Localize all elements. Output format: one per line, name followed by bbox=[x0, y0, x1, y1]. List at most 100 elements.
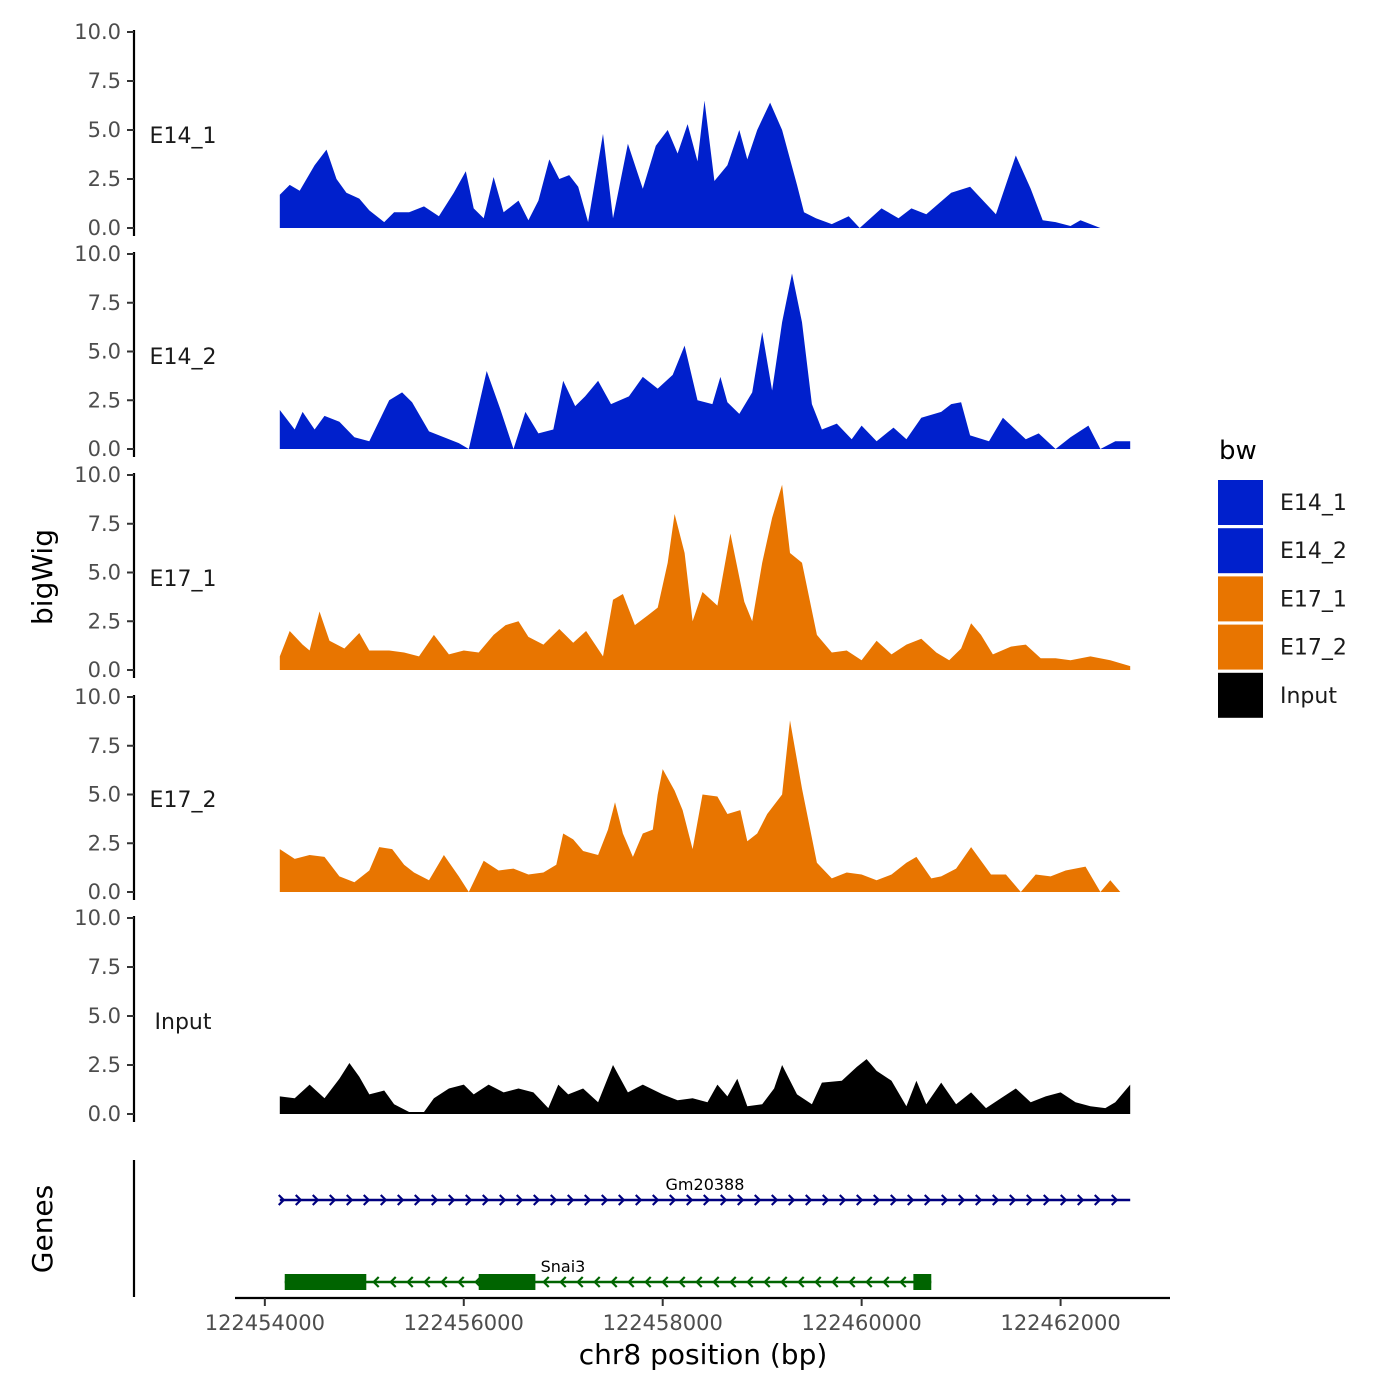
strand-chevron bbox=[702, 1194, 711, 1206]
strand-chevron bbox=[549, 1194, 558, 1206]
strand-chevron bbox=[1076, 1194, 1085, 1206]
strand-chevron bbox=[423, 1276, 431, 1288]
strand-chevron bbox=[865, 1276, 873, 1288]
x-tick-label: 122456000 bbox=[404, 1311, 524, 1335]
strand-chevron bbox=[464, 1194, 473, 1206]
strand-chevron bbox=[974, 1194, 983, 1206]
track-Input: 0.0 2.5 5.0 7.5 10.0 Input bbox=[74, 906, 1131, 1126]
gene-Gm20388: Gm20388 bbox=[277, 1175, 1131, 1206]
strand-chevron bbox=[831, 1276, 839, 1288]
y-tick-label: 10.0 bbox=[74, 463, 121, 487]
strand-chevron bbox=[1059, 1194, 1068, 1206]
legend-label: Input bbox=[1280, 684, 1337, 709]
strand-chevron bbox=[277, 1194, 286, 1206]
strand-chevron bbox=[1025, 1194, 1034, 1206]
gene-Snai3: Snai3 bbox=[284, 1257, 932, 1290]
track-label: E14_1 bbox=[150, 124, 217, 149]
x-tick-label: 122460000 bbox=[802, 1311, 922, 1335]
strand-chevron bbox=[634, 1194, 643, 1206]
strand-chevron bbox=[661, 1276, 669, 1288]
area-E17_1 bbox=[279, 484, 1131, 670]
y-tick-label: 0.0 bbox=[88, 216, 121, 240]
strand-chevron bbox=[763, 1276, 771, 1288]
tracks-layer: 0.0 2.5 5.0 7.5 10.0 E14_1 0.0 2.5 5.0 7.5 10.0 E14… bbox=[74, 20, 1131, 1126]
y-tick-label: 5.0 bbox=[88, 1004, 121, 1028]
strand-chevron bbox=[430, 1194, 439, 1206]
legend-title: bw bbox=[1219, 436, 1257, 466]
strand-chevron bbox=[345, 1194, 354, 1206]
strand-chevron bbox=[1008, 1194, 1017, 1206]
strand-chevron bbox=[481, 1194, 490, 1206]
strand-chevron bbox=[957, 1194, 966, 1206]
strand-chevron bbox=[389, 1276, 397, 1288]
track-label: E17_1 bbox=[150, 567, 217, 592]
strand-chevron bbox=[797, 1276, 805, 1288]
y-tick-label: 2.5 bbox=[88, 831, 121, 855]
track-E14_1: 0.0 2.5 5.0 7.5 10.0 E14_1 bbox=[74, 20, 1131, 240]
strand-chevron bbox=[566, 1194, 575, 1206]
y-tick-label: 7.5 bbox=[88, 955, 121, 979]
x-tick-label: 122454000 bbox=[205, 1311, 325, 1335]
y-tick-label: 5.0 bbox=[88, 118, 121, 142]
strand-chevron bbox=[678, 1276, 686, 1288]
strand-chevron bbox=[882, 1276, 890, 1288]
strand-chevron bbox=[542, 1276, 550, 1288]
y-tick-label: 5.0 bbox=[88, 340, 121, 364]
strand-chevron bbox=[899, 1276, 907, 1288]
strand-chevron bbox=[559, 1276, 567, 1288]
strand-chevron bbox=[821, 1194, 830, 1206]
legend-label: E17_1 bbox=[1280, 587, 1347, 612]
x-tick-label: 122462000 bbox=[1000, 1311, 1120, 1335]
strand-chevron bbox=[498, 1194, 507, 1206]
y-tick-label: 10.0 bbox=[74, 242, 121, 266]
track-E17_1: 0.0 2.5 5.0 7.5 10.0 E17_1 bbox=[74, 463, 1131, 682]
track-label: Input bbox=[155, 1010, 212, 1035]
track-E17_2: 0.0 2.5 5.0 7.5 10.0 E17_2 bbox=[74, 685, 1121, 904]
strand-chevron bbox=[770, 1194, 779, 1206]
strand-chevron bbox=[923, 1194, 932, 1206]
strand-chevron bbox=[576, 1276, 584, 1288]
x-axis: 122454000 122456000 122458000 122460000 1224… bbox=[205, 1296, 1170, 1335]
strand-chevron bbox=[457, 1276, 465, 1288]
y-tick-label: 5.0 bbox=[88, 561, 121, 585]
track-label: E14_2 bbox=[150, 345, 217, 370]
strand-chevron bbox=[889, 1194, 898, 1206]
y-tick-label: 0.0 bbox=[88, 1102, 121, 1126]
legend-swatch bbox=[1218, 528, 1263, 574]
strand-chevron bbox=[406, 1276, 414, 1288]
strand-chevron bbox=[651, 1194, 660, 1206]
strand-chevron bbox=[848, 1276, 856, 1288]
track-E14_2: 0.0 2.5 5.0 7.5 10.0 E14_2 bbox=[74, 242, 1131, 461]
legend-label: E14_1 bbox=[1280, 491, 1347, 516]
legend-swatch bbox=[1218, 480, 1263, 525]
y-tick-label: 2.5 bbox=[88, 609, 121, 633]
y-tick-label: 0.0 bbox=[88, 880, 121, 904]
gene-exon bbox=[478, 1274, 536, 1290]
y-tick-label: 2.5 bbox=[88, 1053, 121, 1077]
strand-chevron bbox=[600, 1194, 609, 1206]
legend-swatch bbox=[1218, 624, 1263, 670]
genes-layer: Gm20388 Snai3 bbox=[132, 1160, 1131, 1297]
strand-chevron bbox=[532, 1194, 541, 1206]
x-axis-title: chr8 position (bp) bbox=[579, 1338, 828, 1371]
legend-item: Input bbox=[1218, 672, 1337, 718]
strand-chevron bbox=[328, 1194, 337, 1206]
y-tick-label: 10.0 bbox=[74, 685, 121, 709]
area-E14_2 bbox=[279, 273, 1131, 449]
strand-chevron bbox=[627, 1276, 635, 1288]
strand-chevron bbox=[736, 1194, 745, 1206]
strand-chevron bbox=[583, 1194, 592, 1206]
x-tick-label: 122458000 bbox=[603, 1311, 723, 1335]
y-tick-label: 7.5 bbox=[88, 69, 121, 93]
area-E14_1 bbox=[279, 100, 1131, 228]
legend-item: E17_2 bbox=[1218, 624, 1347, 670]
gene-exon bbox=[284, 1274, 367, 1290]
strand-chevron bbox=[906, 1194, 915, 1206]
y-tick-label: 7.5 bbox=[88, 734, 121, 758]
strand-chevron bbox=[440, 1276, 448, 1288]
strand-chevron bbox=[515, 1194, 524, 1206]
track-label: E17_2 bbox=[150, 788, 217, 813]
area-Input bbox=[279, 1059, 1131, 1114]
strand-chevron bbox=[746, 1276, 754, 1288]
area-E17_2 bbox=[279, 720, 1121, 892]
